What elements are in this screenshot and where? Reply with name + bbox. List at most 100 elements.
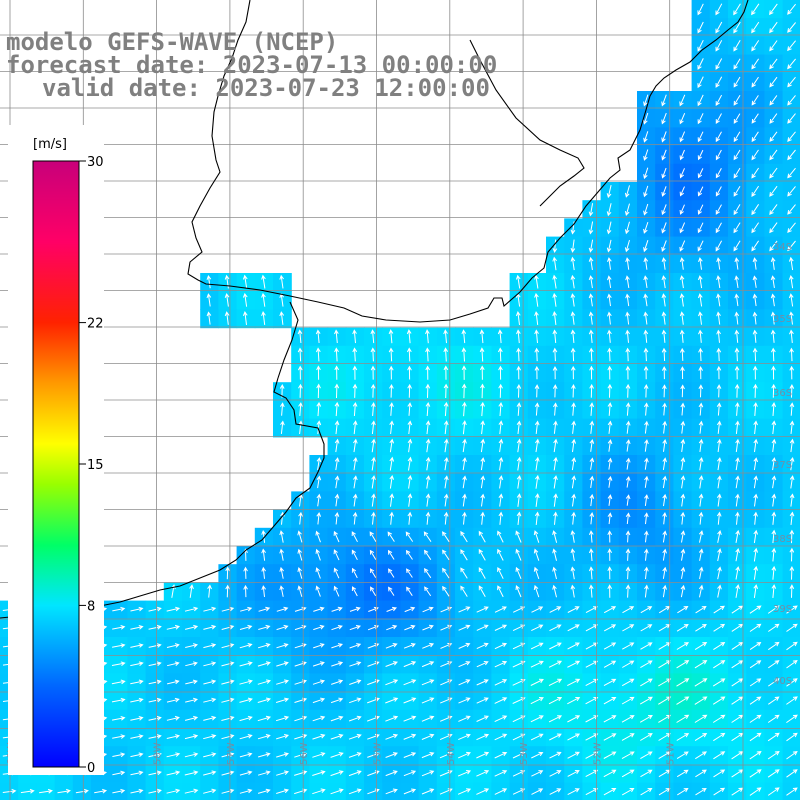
wind-arrow: [769, 222, 778, 234]
wind-arrow: [570, 566, 576, 580]
wind-arrow: [548, 697, 563, 705]
wind-arrow: [733, 149, 741, 161]
wind-arrow: [679, 168, 685, 179]
wind-arrow: [276, 661, 289, 667]
wind-arrow: [786, 769, 798, 778]
wind-arrow: [716, 347, 722, 362]
wind-arrow: [476, 642, 489, 650]
wind-arrow: [621, 715, 635, 723]
wind-arrow: [185, 643, 198, 648]
wind-arrow: [769, 149, 778, 161]
wind-arrow: [680, 475, 686, 489]
wind-arrow: [733, 76, 741, 88]
wind-arrow: [607, 383, 613, 398]
wind-arrow: [697, 113, 704, 125]
wind-arrow: [258, 606, 271, 612]
wind-arrow: [643, 112, 649, 125]
wind-arrow: [771, 511, 777, 525]
wind-arrow: [607, 275, 612, 288]
wind-arrow: [403, 715, 417, 722]
wind-arrow: [279, 311, 285, 325]
wind-arrow: [585, 751, 599, 759]
wind-arrow: [676, 678, 690, 687]
wind-arrow: [184, 788, 199, 794]
wind-arrow: [769, 113, 778, 124]
wind-arrow: [385, 770, 398, 777]
wind-arrow: [316, 511, 322, 525]
wind-arrow: [662, 584, 667, 598]
wind-arrow: [769, 95, 778, 106]
coastline: [187, 0, 749, 323]
wind-arrow: [421, 661, 435, 668]
wind-arrow: [407, 493, 413, 507]
wind-arrow: [370, 365, 376, 380]
wind-arrow: [768, 623, 780, 632]
wind-arrow: [221, 661, 235, 667]
wind-arrow: [661, 112, 667, 125]
wind-arrow: [242, 311, 248, 325]
wind-arrow: [316, 420, 322, 435]
wind-arrow: [371, 456, 376, 471]
wind-arrow: [461, 401, 467, 417]
wind-arrow: [316, 457, 322, 471]
wind-arrow: [257, 679, 272, 685]
wind-arrow: [334, 401, 340, 417]
wind-arrow: [679, 311, 685, 325]
wind-arrow: [166, 606, 181, 612]
colorbar-tick-label: 30: [87, 155, 104, 170]
wind-arrow: [731, 642, 744, 651]
wind-arrow: [480, 493, 485, 507]
wind-arrow: [279, 548, 284, 561]
wind-arrow: [221, 788, 235, 794]
wind-arrow: [330, 715, 344, 722]
wind-arrow: [571, 475, 577, 489]
wind-arrow: [589, 457, 595, 470]
wind-arrow: [478, 567, 486, 579]
wind-arrow: [316, 383, 321, 399]
wind-arrow: [330, 752, 344, 758]
wind-arrow: [713, 605, 725, 614]
wind-arrow: [458, 733, 471, 741]
wind-arrow: [733, 3, 741, 16]
wind-arrow: [658, 678, 672, 687]
wind-arrow: [443, 420, 449, 435]
wind-arrow: [771, 547, 777, 562]
wind-arrow: [585, 624, 599, 632]
wind-arrow: [297, 567, 303, 579]
wind-arrow: [405, 549, 413, 560]
wind-arrow: [679, 113, 686, 125]
wind-arrow: [640, 751, 653, 760]
wind-arrow: [680, 402, 686, 416]
wind-arrow: [694, 660, 708, 669]
wind-arrow: [333, 567, 340, 579]
wind-arrow: [407, 511, 413, 525]
wind-arrow: [421, 697, 435, 704]
wind-arrow: [752, 257, 758, 270]
wind-arrow: [695, 787, 707, 796]
wind-arrow: [166, 752, 181, 758]
colorbar-unit: [m/s]: [33, 137, 67, 152]
wind-arrow: [221, 715, 235, 721]
wind-arrow: [371, 438, 376, 453]
wind-arrow: [148, 715, 162, 721]
wind-arrow: [589, 493, 595, 507]
wind-arrow: [387, 531, 395, 542]
wind-arrow: [607, 475, 613, 488]
wind-arrow: [276, 770, 289, 776]
wind-arrow: [166, 734, 181, 739]
wind-arrow: [717, 475, 722, 489]
wind-arrow: [385, 715, 399, 722]
wind-arrow: [680, 548, 686, 561]
wind-arrow: [494, 770, 508, 777]
wind-arrow: [786, 787, 798, 796]
wind-arrow: [771, 584, 777, 598]
wind-arrow: [621, 733, 635, 741]
wind-arrow: [352, 493, 358, 507]
wind-arrow: [370, 586, 377, 597]
wind-arrow: [276, 624, 289, 631]
wind-arrow: [184, 606, 199, 612]
wind-arrow: [622, 642, 635, 650]
wind-arrow: [713, 732, 726, 742]
wind-arrow: [639, 696, 653, 705]
wind-arrow: [425, 438, 431, 453]
